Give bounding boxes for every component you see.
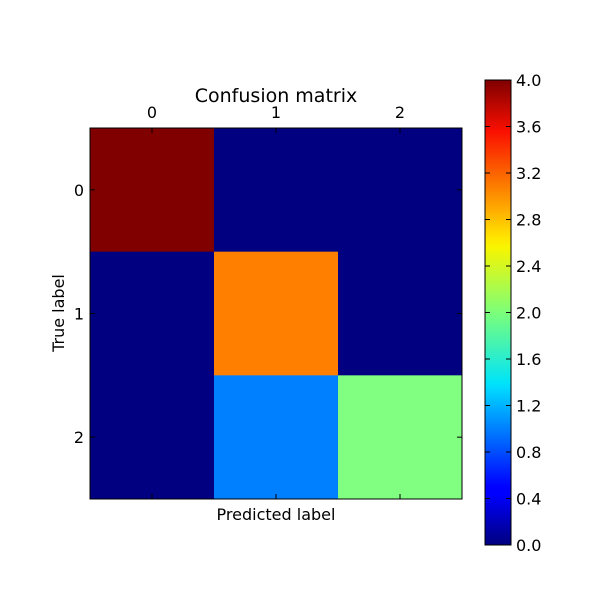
colorbar-tick-label: 3.6 — [516, 118, 541, 137]
colorbar-tick-label: 4.0 — [516, 71, 541, 90]
heatmap-cell-2-1 — [214, 375, 339, 500]
x-tick-label: 0 — [147, 103, 157, 122]
colorbar-tick-label: 3.2 — [516, 164, 541, 183]
heatmap-cell-1-0 — [90, 251, 215, 376]
y-axis-label: True label — [49, 274, 68, 353]
colorbar-tick-label: 2.4 — [516, 257, 541, 276]
colorbar-ticks: 0.0 0.4 0.8 1.2 1.6 2.0 2.4 2.8 3.2 3.6 4.0 — [485, 71, 541, 555]
heatmap-cell-1-1 — [214, 251, 339, 376]
colorbar-tick-label: 1.2 — [516, 397, 541, 416]
y-axis-ticks: 0 1 2 — [74, 181, 462, 447]
x-axis-ticks: 0 1 2 — [147, 103, 405, 499]
heatmap-cell-1-2 — [338, 251, 463, 376]
y-tick-label: 0 — [74, 181, 84, 200]
colorbar-tick-label: 0.4 — [516, 490, 541, 509]
colorbar-tick-label: 0.0 — [516, 536, 541, 555]
chart-title: Confusion matrix — [195, 85, 357, 107]
colorbar-tick-label: 0.8 — [516, 443, 541, 462]
colorbar-tick-label: 2.0 — [516, 304, 541, 323]
colorbar-tick-label: 2.8 — [516, 211, 541, 230]
colorbar: 0.0 0.4 0.8 1.2 1.6 2.0 2.4 2.8 3.2 3.6 4.0 — [484, 71, 541, 555]
heatmap-cell-0-1 — [214, 128, 339, 253]
y-tick-label: 1 — [74, 305, 84, 324]
heatmap-cell-2-2 — [338, 375, 463, 500]
y-tick-label: 2 — [74, 428, 84, 447]
heatmap-cell-0-2 — [338, 128, 463, 253]
heatmap-cell-2-0 — [90, 375, 215, 500]
colorbar-tick-label: 1.6 — [516, 350, 541, 369]
x-tick-label: 2 — [395, 103, 405, 122]
heatmap-cell-0-0 — [90, 128, 215, 253]
x-axis-label: Predicted label — [217, 505, 336, 524]
heatmap-cells — [90, 128, 463, 500]
x-tick-label: 1 — [271, 103, 281, 122]
